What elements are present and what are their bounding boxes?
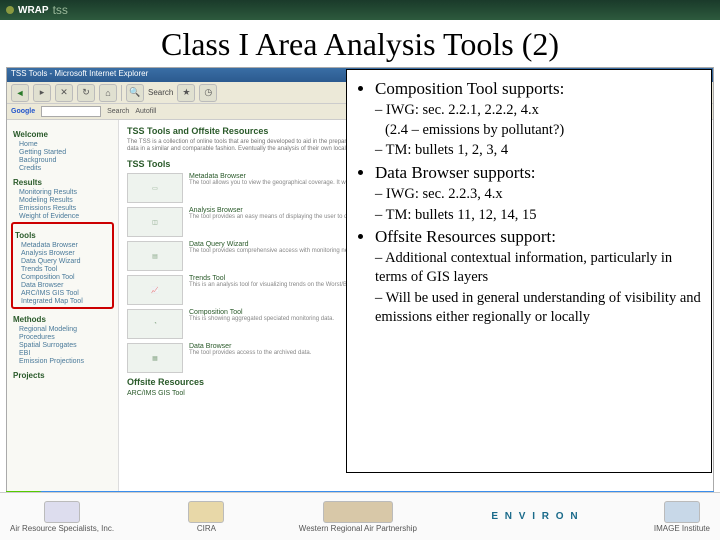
nav-item[interactable]: Home — [19, 141, 112, 148]
nav-item[interactable]: Integrated Map Tool — [21, 298, 110, 305]
nav-item[interactable]: ARC/IMS GIS Tool — [21, 290, 110, 297]
logo-dot — [6, 6, 14, 14]
tool-thumb-icon: ◫ — [127, 207, 183, 237]
home-button[interactable]: ⌂ — [99, 84, 117, 102]
nav-item[interactable]: Analysis Browser — [21, 250, 110, 257]
logo-label: E N V I R O N — [491, 511, 579, 522]
nav-item[interactable]: Data Query Wizard — [21, 258, 110, 265]
logo-shape-icon — [188, 501, 224, 523]
logo-wrap: Western Regional Air Partnership — [299, 501, 417, 533]
nav-item[interactable]: Metadata Browser — [21, 242, 110, 249]
logo-shape-icon — [323, 501, 393, 523]
nav-item[interactable]: Getting Started — [19, 149, 112, 156]
logo-label: Western Regional Air Partnership — [299, 524, 417, 533]
sub-bullet: TM: bullets 1, 2, 3, 4 — [375, 141, 707, 160]
sub-bullet: IWG: sec. 2.2.3, 4.x — [375, 185, 707, 204]
tool-thumb-icon: ◔ — [127, 309, 183, 339]
nav-item[interactable]: Emissions Results — [19, 205, 112, 212]
forward-button[interactable]: ▸ — [33, 84, 51, 102]
logo-shape-icon — [44, 501, 80, 523]
logo-ars: Air Resource Specialists, Inc. — [10, 501, 114, 533]
nav-results[interactable]: Results — [13, 178, 112, 187]
google-search-box[interactable] — [41, 106, 101, 117]
history-button[interactable]: ◷ — [199, 84, 217, 102]
nav-welcome[interactable]: Welcome — [13, 130, 112, 139]
refresh-button[interactable]: ↻ — [77, 84, 95, 102]
logo-cira: CIRA — [188, 501, 224, 533]
left-nav: Welcome Home Getting Started Background … — [7, 120, 119, 506]
nav-item[interactable]: Composition Tool — [21, 274, 110, 281]
autofill-link[interactable]: Autofill — [135, 108, 156, 115]
nav-item[interactable]: Monitoring Results — [19, 189, 112, 196]
bullet-databrowser: Data Browser supports: — [375, 163, 707, 183]
nav-item[interactable]: Procedures — [19, 334, 112, 341]
bullet-composition: Composition Tool supports: — [375, 79, 707, 99]
nav-item[interactable]: Weight of Evidence — [19, 213, 112, 220]
sub-bullet: TM: bullets 11, 12, 14, 15 — [375, 206, 707, 225]
logo-image: IMAGE Institute — [654, 501, 710, 533]
brand-wrap: WRAP — [18, 5, 49, 16]
footer-logos: Air Resource Specialists, Inc. CIRA West… — [0, 492, 720, 540]
nav-item[interactable]: Credits — [19, 165, 112, 172]
nav-item[interactable]: Modeling Results — [19, 197, 112, 204]
search-button[interactable]: 🔍 — [126, 84, 144, 102]
logo-shape-icon — [664, 501, 700, 523]
tool-thumb-icon: 📈 — [127, 275, 183, 305]
favorites-button[interactable]: ★ — [177, 84, 195, 102]
sub-bullet: Additional contextual information, parti… — [375, 249, 707, 287]
nav-item[interactable]: Data Browser — [21, 282, 110, 289]
tool-thumb-icon: ▦ — [127, 343, 183, 373]
nav-projects[interactable]: Projects — [13, 371, 112, 380]
tool-thumb-icon: ▭ — [127, 173, 183, 203]
search-label: Search — [148, 88, 173, 97]
sub-bullet-extra: (2.4 – emissions by pollutant?) — [361, 122, 707, 139]
search-link[interactable]: Search — [107, 108, 129, 115]
back-button[interactable]: ◄ — [11, 84, 29, 102]
google-logo: Google — [11, 108, 35, 115]
nav-methods[interactable]: Methods — [13, 315, 112, 324]
main-area: TSS Tools - Microsoft Internet Explorer … — [0, 65, 720, 513]
tool-thumb-icon: ▤ — [127, 241, 183, 271]
stop-button[interactable]: ✕ — [55, 84, 73, 102]
logo-label: Air Resource Specialists, Inc. — [10, 524, 114, 533]
nav-item[interactable]: Emission Projections — [19, 358, 112, 365]
logo-label: IMAGE Institute — [654, 524, 710, 533]
header-bar: WRAP tss — [0, 0, 720, 20]
nav-item[interactable]: Spatial Surrogates — [19, 342, 112, 349]
nav-tools[interactable]: Tools — [15, 231, 110, 240]
nav-item[interactable]: Background — [19, 157, 112, 164]
logo-label: CIRA — [197, 524, 216, 533]
sub-bullet: IWG: sec. 2.2.1, 2.2.2, 4.x — [375, 101, 707, 120]
bullet-offsite: Offsite Resources support: — [375, 227, 707, 247]
slide-title: Class I Area Analysis Tools (2) — [0, 20, 720, 65]
overlay-panel: Composition Tool supports: IWG: sec. 2.2… — [346, 69, 712, 473]
nav-item[interactable]: Regional Modeling — [19, 326, 112, 333]
nav-item[interactable]: Trends Tool — [21, 266, 110, 273]
brand-tss: tss — [53, 3, 68, 17]
logo-environ: E N V I R O N — [491, 511, 579, 522]
tools-highlight: Tools Metadata Browser Analysis Browser … — [11, 222, 114, 309]
nav-item[interactable]: EBI — [19, 350, 112, 357]
sub-bullet: Will be used in general understanding of… — [375, 289, 707, 327]
